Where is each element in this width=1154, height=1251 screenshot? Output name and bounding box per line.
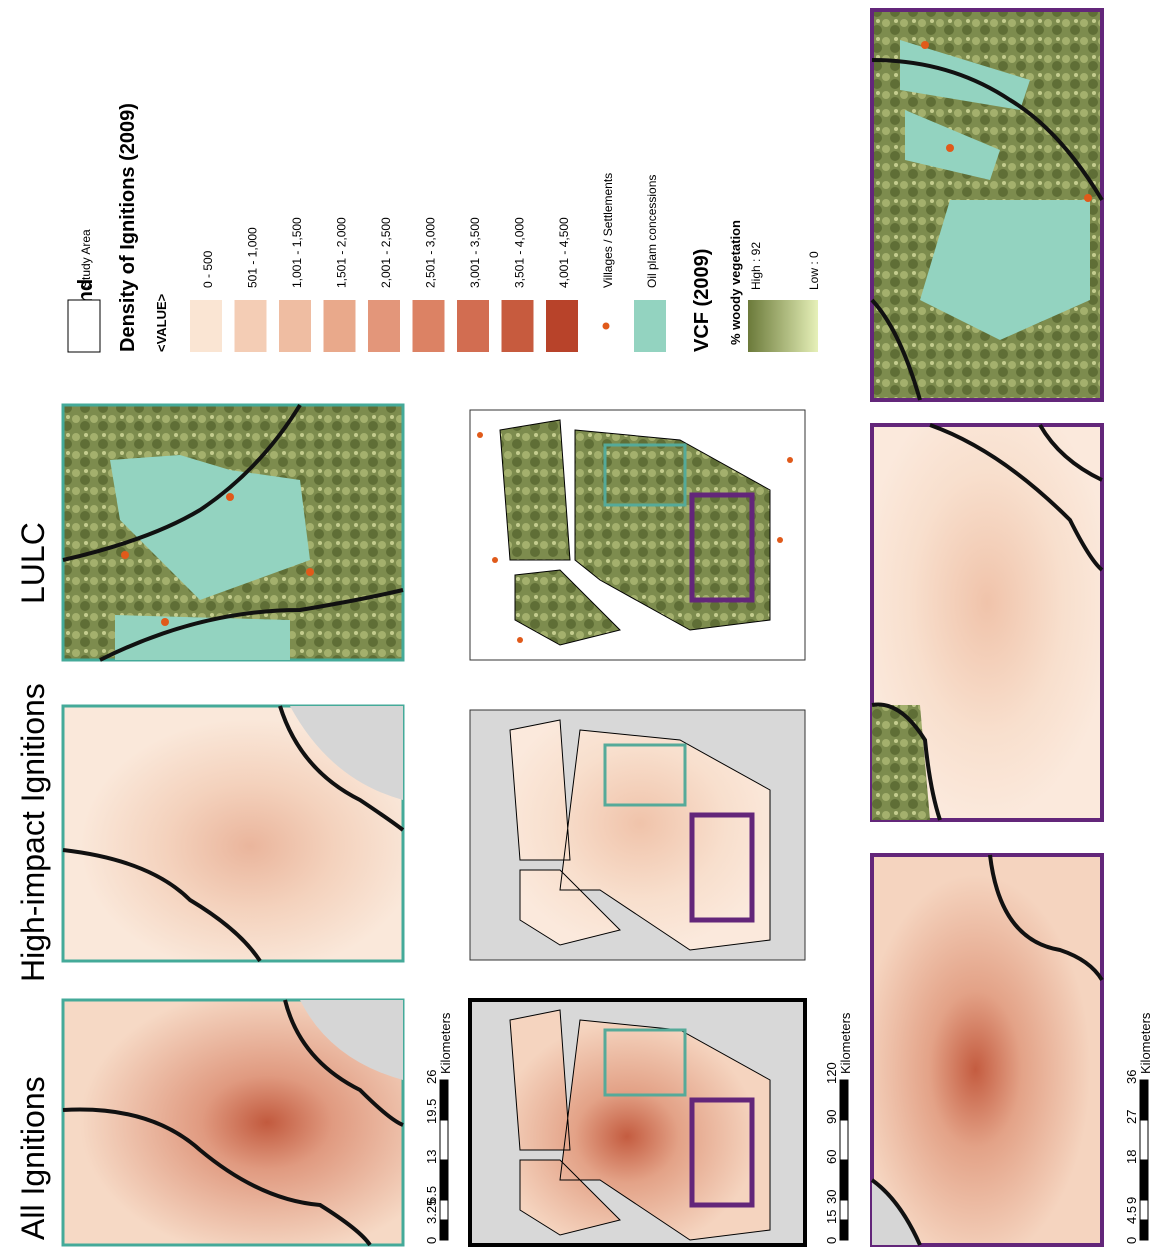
legend-heading: VCF (2009) xyxy=(691,249,713,352)
scale-label: 90 xyxy=(824,1110,839,1124)
scale-label: 27 xyxy=(1124,1110,1139,1124)
class-label: 4,001 - 4,500 xyxy=(557,217,571,288)
scale-label: 9 xyxy=(1124,1197,1139,1204)
class-label: 501 - 1,000 xyxy=(246,227,260,288)
class-swatch xyxy=(235,300,267,352)
class-swatch xyxy=(413,300,445,352)
study-area-swatch xyxy=(68,300,100,352)
scale-segment xyxy=(840,1120,848,1160)
density-classes: 0 - 500 501 - 1,000 1,001 - 1,500 1,501 - 2… xyxy=(190,217,578,352)
panel-title: LULC xyxy=(15,522,51,604)
scale-segment xyxy=(840,1160,848,1200)
scale-segment xyxy=(1140,1220,1148,1240)
scale-segment xyxy=(840,1200,848,1220)
scale-label: 26 xyxy=(424,1070,439,1084)
legend-label: High : 92 xyxy=(749,242,763,290)
class-label: 2,501 - 3,000 xyxy=(424,217,438,288)
scale-unit: Kilometers xyxy=(1138,1012,1153,1074)
class-label: 3,001 - 3,500 xyxy=(468,217,482,288)
class-swatch xyxy=(190,300,222,352)
class-label: 3,501 - 4,000 xyxy=(513,217,527,288)
scale-segment xyxy=(1140,1080,1148,1120)
figure: All Ignitions High-impact Ignitions LULC xyxy=(0,0,1154,1251)
zoom-high xyxy=(63,706,403,961)
village-symbol xyxy=(603,323,610,330)
class-swatch xyxy=(457,300,489,352)
overview-all xyxy=(470,1000,805,1245)
class-swatch xyxy=(368,300,400,352)
panel-title: All Ignitions xyxy=(15,1076,51,1240)
class-swatch xyxy=(546,300,578,352)
zoom-all-right xyxy=(872,855,1102,1245)
scale-segment xyxy=(440,1220,448,1240)
class-label: 1,001 - 1,500 xyxy=(290,217,304,288)
vcf-ramp xyxy=(748,300,818,352)
class-label: 2,001 - 2,500 xyxy=(379,217,393,288)
class-swatch xyxy=(502,300,534,352)
scale-segment xyxy=(440,1080,448,1120)
class-swatch xyxy=(324,300,356,352)
legend-label: Oil plam concessions xyxy=(645,175,659,288)
legend-subheading: % woody vegetation xyxy=(728,220,743,345)
scale-label: 60 xyxy=(824,1150,839,1164)
legend-label: Study Area xyxy=(79,229,93,288)
scale-label: 15 xyxy=(824,1210,839,1224)
oil-palm-swatch xyxy=(634,300,666,352)
overview-lulc xyxy=(470,410,805,660)
scale-segment xyxy=(440,1120,448,1160)
class-label: 1,501 - 2,000 xyxy=(335,217,349,288)
scale-segment xyxy=(1140,1200,1148,1220)
class-swatch xyxy=(279,300,311,352)
scale-label: 0 xyxy=(424,1237,439,1244)
scale-label: 13 xyxy=(424,1150,439,1164)
legend-label: Villages / Settlements xyxy=(601,173,615,288)
scale-label: 120 xyxy=(824,1062,839,1084)
scale-segment xyxy=(440,1200,448,1220)
scale-label: 0 xyxy=(1124,1237,1139,1244)
overview-high xyxy=(470,710,805,960)
zoom-lulc xyxy=(63,405,403,660)
legend-label: Low : 0 xyxy=(807,251,821,290)
scale-segment xyxy=(440,1160,448,1200)
legend-field: <VALUE> xyxy=(154,293,169,352)
scale-label: 19.5 xyxy=(424,1099,439,1124)
class-label: 0 - 500 xyxy=(201,250,215,288)
scale-segment xyxy=(1140,1120,1148,1160)
scale-label: 0 xyxy=(824,1237,839,1244)
scale-segment xyxy=(840,1080,848,1120)
zoom-all xyxy=(63,1000,403,1245)
scale-unit: Kilometers xyxy=(438,1012,453,1074)
scale-label: 30 xyxy=(824,1190,839,1204)
scale-unit: Kilometers xyxy=(838,1012,853,1074)
zoom-lulc-right xyxy=(872,10,1102,400)
scale-segment xyxy=(1140,1160,1148,1200)
scale-segment xyxy=(840,1220,848,1240)
legend-heading: Density of Ignitions (2009) xyxy=(117,103,139,352)
scale-label: 6.5 xyxy=(424,1186,439,1204)
scale-label: 4.5 xyxy=(1124,1206,1139,1224)
scale-label: 36 xyxy=(1124,1070,1139,1084)
scale-label: 18 xyxy=(1124,1150,1139,1164)
panel-title: High-impact Ignitions xyxy=(15,683,51,982)
zoom-high-right xyxy=(872,425,1102,820)
